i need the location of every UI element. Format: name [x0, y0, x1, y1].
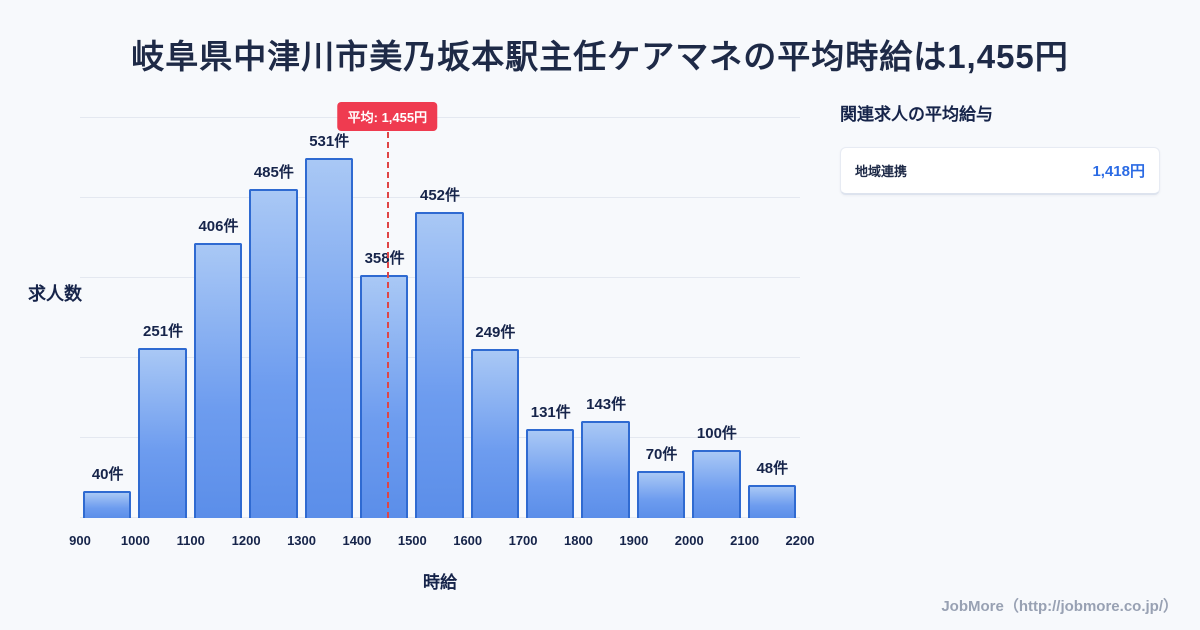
x-tick-label: 1500 — [397, 533, 427, 548]
x-tick-label: 900 — [69, 533, 91, 548]
histogram-bar — [692, 450, 741, 518]
average-line — [387, 132, 390, 518]
histogram-bar — [581, 421, 630, 518]
gridline — [80, 117, 800, 118]
histogram-bar — [359, 275, 409, 518]
x-tick-label: 1400 — [342, 533, 372, 548]
bar-value-label: 131件 — [530, 404, 571, 422]
histogram-bar — [304, 158, 353, 518]
gridline — [80, 197, 800, 198]
bar-value-label: 358件 — [364, 250, 405, 268]
x-tick-label: 1000 — [120, 533, 150, 548]
related-jobs-heading: 関連求人の平均給与 — [840, 105, 993, 124]
bar-value-label: 406件 — [198, 217, 239, 235]
bar-value-label: 40件 — [91, 465, 124, 483]
histogram-bar — [138, 347, 187, 518]
bar-value-label: 70件 — [645, 445, 678, 463]
histogram-bar — [249, 189, 298, 518]
histogram-chart: 40件 251件 406件 485件 531件 358件 452件 249件 131件 143件 7… — [69, 102, 814, 548]
x-axis-label: 時給 — [423, 573, 457, 592]
bar-value-label: 531件 — [309, 133, 350, 150]
bar-value-label: 251件 — [143, 322, 184, 340]
bar-value-label: 48件 — [756, 460, 789, 478]
histogram-bar — [747, 485, 796, 518]
bar-value-label: 100件 — [696, 425, 737, 443]
related-jobs-panel: 関連求人の平均給与 地域連携 1,418円 — [840, 100, 1160, 195]
average-badge: 平均: 1,455円 — [337, 102, 438, 131]
related-job-value: 1,418円 — [1092, 163, 1145, 180]
x-tick-label: 2100 — [730, 533, 760, 548]
histogram-bar — [636, 470, 686, 518]
related-job-card: 地域連携 1,418円 — [840, 147, 1160, 195]
x-tick-label: 1700 — [508, 533, 538, 548]
bar-value-label: 249件 — [475, 324, 516, 342]
histogram-bar — [83, 490, 132, 518]
x-tick-label: 1800 — [563, 533, 593, 548]
x-tick-label: 1300 — [287, 533, 316, 548]
histogram-bar — [470, 349, 520, 518]
bar-value-label: 485件 — [253, 164, 294, 182]
x-tick-label: 1100 — [176, 533, 205, 548]
page-title: 岐阜県中津川市美乃坂本駅主任ケアマネの平均時給は1,455円 — [131, 38, 1069, 75]
histogram-bar — [526, 429, 575, 518]
x-tick-label: 1600 — [453, 533, 483, 548]
y-axis-label: 求人数 — [28, 284, 82, 304]
x-tick-label: 1200 — [231, 533, 261, 548]
histogram-bar — [193, 242, 243, 518]
x-tick-label: 2000 — [674, 533, 704, 548]
histogram-bar — [415, 211, 464, 518]
footer-credit: JobMore（http://jobmore.co.jp/） — [941, 598, 1178, 615]
x-tick-label: 2200 — [785, 533, 815, 548]
x-tick-label: 1900 — [619, 533, 649, 548]
related-job-label: 地域連携 — [855, 164, 908, 179]
bar-value-label: 452件 — [419, 186, 461, 204]
bar-value-label: 143件 — [586, 396, 627, 414]
